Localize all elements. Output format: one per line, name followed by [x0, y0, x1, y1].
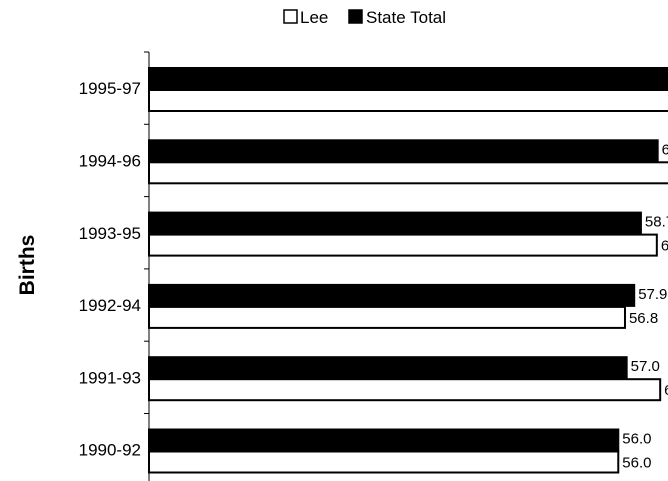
bar-lee: [148, 305, 626, 329]
data-label-state-total: 60.7: [662, 141, 668, 158]
bar-lee: [148, 450, 620, 474]
legend-label-state-total: State Total: [366, 8, 446, 27]
data-label-lee: 56.0: [622, 455, 651, 472]
bar-state-total: [148, 139, 659, 163]
legend-swatch-state-total: [348, 9, 363, 24]
data-label-state-total: 57.9: [638, 286, 667, 303]
category-label: 1992-94: [79, 296, 141, 315]
bar-state-total: [148, 211, 642, 235]
data-label-lee: 60.6: [661, 238, 668, 255]
bar-lee: [148, 378, 662, 402]
category-label: 1994-96: [79, 151, 141, 170]
legend-label-lee: Lee: [300, 8, 328, 27]
bar-lee: [148, 161, 668, 185]
bar-state-total: [148, 283, 636, 307]
bar-lee: [148, 89, 668, 112]
category-label: 1990-92: [79, 441, 141, 460]
plot-area: 1995-9762.472.01994-9660.769.51993-9558.…: [79, 51, 668, 481]
bar-lee: [148, 233, 658, 257]
bar-state-total: [148, 428, 620, 452]
category-label: 1991-93: [79, 368, 141, 387]
bar-state-total: [148, 67, 668, 90]
data-label-state-total: 56.0: [622, 431, 651, 448]
data-label-lee: 56.8: [629, 310, 658, 327]
legend-swatch-lee: [283, 9, 298, 24]
data-label-state-total: 57.0: [631, 358, 660, 375]
category-label: 1995-97: [79, 79, 141, 98]
bar-state-total: [148, 356, 628, 380]
data-label-lee: 61.0: [664, 382, 668, 399]
data-label-state-total: 58.7: [645, 214, 668, 231]
legend: Lee State Total: [283, 8, 446, 27]
category-label: 1993-95: [79, 224, 141, 243]
y-axis-title: Births: [16, 235, 39, 296]
